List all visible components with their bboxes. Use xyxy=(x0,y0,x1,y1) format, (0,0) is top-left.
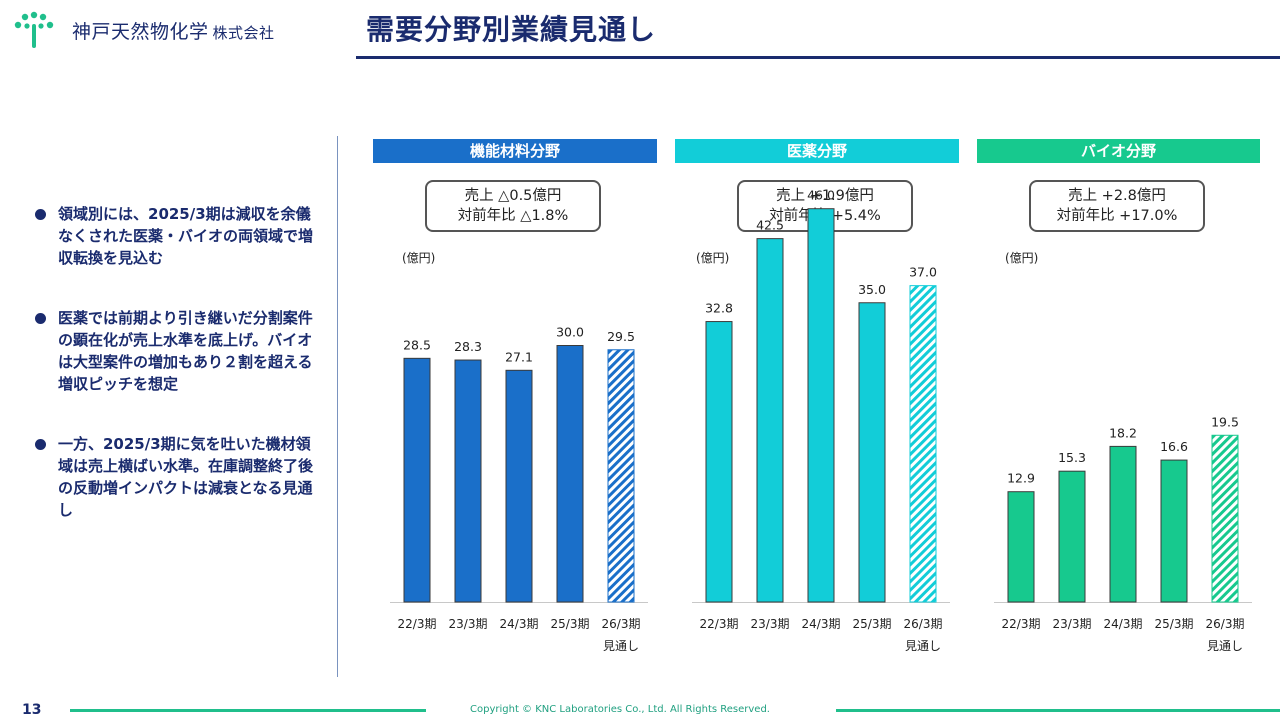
panel-functional-materials: 機能材料分野 売上 △0.5億円 対前年比 △1.8% (億円) 28.5 22/… xyxy=(373,136,657,666)
x-tick-label: 22/3期 xyxy=(700,617,739,631)
bar-26/3期 xyxy=(607,349,635,603)
data-label: 28.3 xyxy=(454,339,482,354)
data-label: 29.5 xyxy=(607,329,635,344)
data-label: 27.1 xyxy=(505,349,533,364)
x-tick-label: 24/3期 xyxy=(802,617,841,631)
bar-24/3期 xyxy=(1109,445,1137,603)
bar-23/3期 xyxy=(1058,470,1086,603)
summary-line-yoy: 対前年比 △1.8% xyxy=(457,208,569,224)
x-tick-label: 25/3期 xyxy=(853,617,892,631)
x-tick-note: 見通し xyxy=(905,639,941,653)
logo-mark-icon xyxy=(14,11,54,48)
data-label: 28.5 xyxy=(403,337,431,352)
x-tick-note: 見通し xyxy=(603,639,639,653)
summary-box: 売上 +2.8億円 対前年比 +17.0% xyxy=(1029,180,1205,232)
x-tick-label: 26/3期 xyxy=(1206,617,1245,631)
bar-24/3期 xyxy=(505,369,533,603)
footer-rule-left xyxy=(70,709,426,712)
x-tick-label: 25/3期 xyxy=(551,617,590,631)
x-tick-label: 26/3期 xyxy=(602,617,641,631)
data-label: 16.6 xyxy=(1160,439,1188,454)
company-name: 神戸天然物化学 xyxy=(72,20,209,43)
data-label: 42.5 xyxy=(756,218,784,233)
x-tick-label: 24/3期 xyxy=(500,617,539,631)
bar-25/3期 xyxy=(556,345,584,603)
x-tick-label: 23/3期 xyxy=(449,617,488,631)
data-label: 46.0 xyxy=(807,188,835,203)
data-label: 32.8 xyxy=(705,301,733,316)
copyright-text: Copyright © KNC Laboratories Co., Ltd. A… xyxy=(470,704,770,715)
summary-box: 売上 △0.5億円 対前年比 △1.8% xyxy=(425,180,601,232)
bullet-text: 領域別には、2025/3期は減収を余儀なくされた医薬・バイオの両領域で増収転換を… xyxy=(58,205,314,267)
x-tick-note: 見通し xyxy=(1207,639,1243,653)
unit-label: (億円) xyxy=(1005,251,1039,265)
bar-22/3期 xyxy=(1007,491,1035,603)
bullet-text: 一方、2025/3期に気を吐いた機材領域は売上横ばい水準。在庫調整終了後の反動増… xyxy=(58,435,314,519)
x-tick-label: 24/3期 xyxy=(1104,617,1143,631)
data-label: 15.3 xyxy=(1058,450,1086,465)
panel-heading: 医薬分野 xyxy=(675,139,959,163)
panel-pharma: 医薬分野 売上 +1.9億円 対前年比 +5.4% (億円) 32.8 22/3期… xyxy=(675,136,959,666)
page-number: 13 xyxy=(22,702,42,718)
company-logo: 神戸天然物化学 株式会社 xyxy=(12,10,275,50)
bullet-dot-icon xyxy=(35,209,46,220)
summary-line-sales: 売上 +2.8億円 xyxy=(1068,188,1166,204)
bullet-text: 医薬では前期より引き継いだ分割案件の顕在化が売上水準を底上げ。バイオは大型案件の… xyxy=(58,309,313,393)
x-tick-label: 25/3期 xyxy=(1155,617,1194,631)
data-label: 30.0 xyxy=(556,325,584,340)
bar-24/3期 xyxy=(807,208,835,603)
x-tick-label: 22/3期 xyxy=(398,617,437,631)
bullet-item: 領域別には、2025/3期は減収を余儀なくされた医薬・バイオの両領域で増収転換を… xyxy=(34,203,314,269)
summary-line-sales: 売上 △0.5億円 xyxy=(464,188,562,204)
panel-heading: バイオ分野 xyxy=(977,139,1260,163)
bar-chart: 32.8 22/3期 42.5 23/3期 46.0 24/3期 35.0 25/3期 37.0… xyxy=(692,188,950,653)
bullet-item: 一方、2025/3期に気を吐いた機材領域は売上横ばい水準。在庫調整終了後の反動増… xyxy=(34,433,314,521)
bullet-dot-icon xyxy=(35,439,46,450)
bar-22/3期 xyxy=(403,357,431,603)
unit-label: (億円) xyxy=(402,251,436,265)
bar-chart: 28.5 22/3期 28.3 23/3期 27.1 24/3期 30.0 25/3期 29.5… xyxy=(390,325,648,653)
x-tick-label: 23/3期 xyxy=(1053,617,1092,631)
bar-25/3期 xyxy=(1160,459,1188,603)
bar-23/3期 xyxy=(454,359,482,603)
bar-26/3期 xyxy=(1211,434,1239,603)
vertical-divider xyxy=(337,136,338,677)
x-tick-label: 23/3期 xyxy=(751,617,790,631)
bar-22/3期 xyxy=(705,321,733,603)
bullet-item: 医薬では前期より引き継いだ分割案件の顕在化が売上水準を底上げ。バイオは大型案件の… xyxy=(34,307,314,395)
title-rule xyxy=(356,56,1280,59)
x-tick-label: 22/3期 xyxy=(1002,617,1041,631)
summary-line-yoy: 対前年比 +17.0% xyxy=(1056,208,1178,224)
data-label: 18.2 xyxy=(1109,425,1137,440)
data-label: 35.0 xyxy=(858,282,886,297)
bar-26/3期 xyxy=(909,285,937,603)
data-label: 12.9 xyxy=(1007,471,1035,486)
bullet-dot-icon xyxy=(35,313,46,324)
x-tick-label: 26/3期 xyxy=(904,617,943,631)
summary-line-sales: 売上 +1.9億円 xyxy=(776,188,874,204)
footer-rule-right xyxy=(836,709,1280,712)
data-label: 37.0 xyxy=(909,265,937,280)
bullet-list: 領域別には、2025/3期は減収を余儀なくされた医薬・バイオの両領域で増収転換を… xyxy=(34,203,314,521)
bar-chart: 12.9 22/3期 15.3 23/3期 18.2 24/3期 16.6 25/3期 19.5… xyxy=(994,414,1252,653)
panel-bio: バイオ分野 売上 +2.8億円 対前年比 +17.0% (億円) 12.9 22/… xyxy=(977,136,1260,666)
data-label: 19.5 xyxy=(1211,414,1239,429)
panel-heading: 機能材料分野 xyxy=(373,139,657,163)
bar-23/3期 xyxy=(756,238,784,603)
company-suffix: 株式会社 xyxy=(212,23,275,42)
unit-label: (億円) xyxy=(696,251,730,265)
page-title: 需要分野別業績見通し xyxy=(366,13,657,46)
bar-25/3期 xyxy=(858,302,886,603)
